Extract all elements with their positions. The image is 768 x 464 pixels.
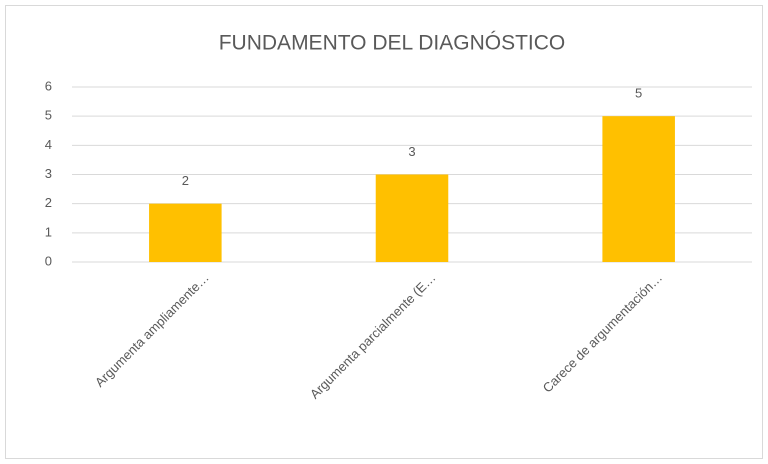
- data-label: 3: [408, 144, 415, 159]
- bar: [602, 116, 675, 263]
- y-tick-label: 0: [45, 253, 52, 268]
- bar: [375, 174, 449, 262]
- y-tick-label: 3: [45, 166, 52, 181]
- y-tick-label: 6: [45, 78, 52, 93]
- data-label: 5: [635, 86, 642, 101]
- y-tick-label: 5: [45, 108, 52, 123]
- y-tick-label: 1: [45, 224, 52, 239]
- y-tick-label: 4: [45, 137, 52, 152]
- y-tick-label: 2: [45, 195, 52, 210]
- chart-title: FUNDAMENTO DEL DIAGNÓSTICO: [219, 32, 566, 55]
- data-label: 2: [182, 173, 189, 188]
- bar: [149, 203, 222, 262]
